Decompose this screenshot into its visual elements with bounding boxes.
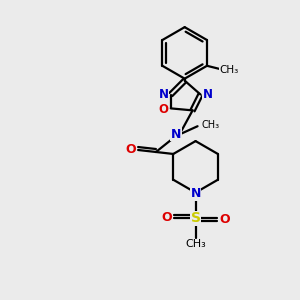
- Text: N: N: [202, 88, 212, 101]
- Text: CH₃: CH₃: [219, 65, 238, 75]
- Text: N: N: [171, 128, 181, 141]
- Text: N: N: [159, 88, 169, 101]
- Text: CH₃: CH₃: [202, 120, 220, 130]
- Text: O: O: [159, 103, 169, 116]
- Text: O: O: [219, 213, 230, 226]
- Text: O: O: [126, 142, 136, 155]
- Text: O: O: [161, 211, 172, 224]
- Text: N: N: [190, 187, 201, 200]
- Text: S: S: [190, 212, 201, 225]
- Text: CH₃: CH₃: [185, 239, 206, 249]
